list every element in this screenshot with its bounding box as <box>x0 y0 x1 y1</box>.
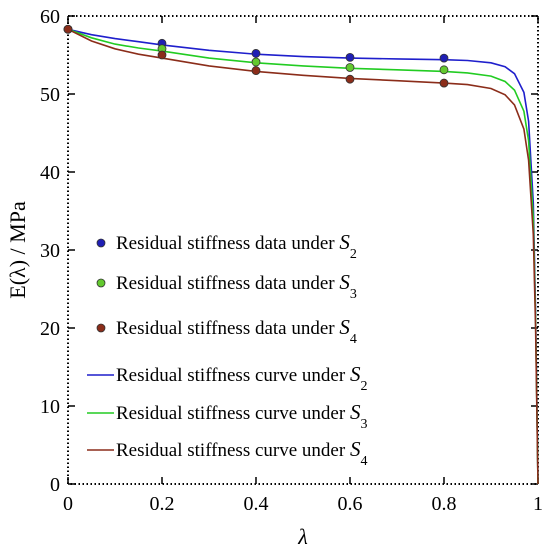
y-tick-label: 50 <box>40 84 60 106</box>
data-point-s2 <box>439 53 449 63</box>
x-tick-label: 0.6 <box>338 493 363 515</box>
x-tick-label: 0.2 <box>150 493 175 515</box>
legend-marker <box>96 238 106 248</box>
x-axis-label: λ <box>297 524 308 549</box>
x-tick-label: 0 <box>63 493 73 515</box>
series-curve-2 <box>67 28 539 485</box>
data-point-s4 <box>157 50 167 60</box>
legend-entry: Residual stiffness data under S3 <box>116 270 357 302</box>
data-point-s3 <box>251 57 261 67</box>
data-point-s2 <box>345 52 355 62</box>
data-points <box>63 24 449 88</box>
data-point-s3 <box>439 65 449 75</box>
data-point-s4 <box>63 24 73 34</box>
curves <box>67 28 539 485</box>
y-tick-label: 30 <box>40 240 60 262</box>
y-tick-label: 40 <box>40 162 60 184</box>
data-point-s3 <box>345 63 355 72</box>
data-point-s4 <box>345 74 355 84</box>
series-curve-4 <box>67 28 539 485</box>
legend-entry: Residual stiffness curve under S2 <box>116 362 367 394</box>
legend-entry: Residual stiffness data under S4 <box>116 315 357 347</box>
data-point-s2 <box>251 49 261 58</box>
y-tick-label: 60 <box>40 6 60 28</box>
legend-entry: Residual stiffness curve under S3 <box>116 400 367 432</box>
legend-entry: Residual stiffness curve under S4 <box>116 437 367 469</box>
series-curve-3 <box>67 28 539 485</box>
x-tick-label: 0.4 <box>244 493 269 515</box>
y-tick-label: 20 <box>40 318 60 340</box>
y-tick-label: 10 <box>40 396 60 418</box>
x-tick-label: 1 <box>533 493 543 515</box>
legend: Residual stiffness data under S2 Residual… <box>87 230 367 469</box>
legend-marker <box>96 323 106 333</box>
y-tick-label: 0 <box>50 474 60 496</box>
data-point-s4 <box>251 66 261 75</box>
legend-entry: Residual stiffness data under S2 <box>116 230 357 262</box>
x-tick-label: 0.8 <box>432 493 457 515</box>
data-point-s4 <box>439 78 449 88</box>
legend-marker <box>96 278 106 288</box>
y-axis-label: E(λ) / MPa <box>5 201 30 299</box>
